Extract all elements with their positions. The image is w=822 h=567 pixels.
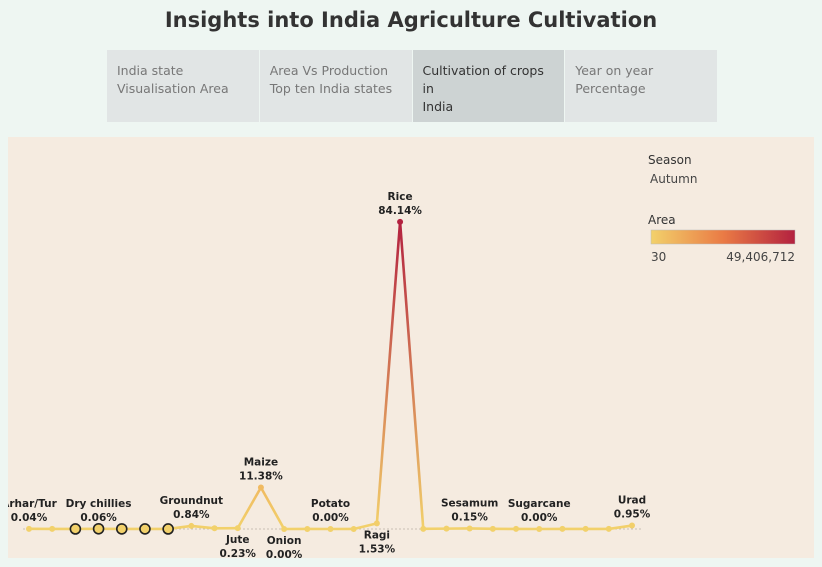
crop-label: Sesamum	[441, 497, 498, 509]
data-point[interactable]	[373, 520, 380, 527]
data-point[interactable]	[420, 525, 427, 532]
data-point[interactable]	[582, 525, 589, 532]
data-point[interactable]	[69, 523, 82, 535]
data-point[interactable]	[281, 526, 288, 532]
tab-state-visualisation-area[interactable]: India state Visualisation Area	[107, 50, 259, 122]
legend-season-title: Season	[648, 153, 692, 167]
data-point[interactable]	[605, 525, 612, 532]
legend-area-min: 30	[651, 250, 666, 264]
tab-label-line2: Visualisation Area	[117, 81, 229, 96]
chart-marks	[23, 218, 642, 535]
tab-label-line1: Cultivation of crops in	[422, 63, 544, 96]
data-point[interactable]	[115, 523, 128, 535]
legend-season-value[interactable]: Autumn	[650, 172, 697, 186]
crop-label: Urad	[618, 495, 646, 507]
crop-label: Ragi	[364, 529, 390, 541]
legend-area-max: 49,406,712	[726, 250, 795, 264]
crop-percentage: 0.15%	[451, 511, 488, 523]
crop-label: Potato	[311, 498, 350, 510]
line-segment	[398, 220, 425, 531]
data-point[interactable]	[327, 526, 334, 532]
tab-cultivation-of-crops[interactable]: Cultivation of crops in India	[412, 50, 565, 122]
crop-label: Maize	[244, 456, 278, 468]
line-segment	[259, 486, 286, 531]
crop-percentage: 1.53%	[359, 543, 396, 555]
data-point[interactable]	[162, 523, 174, 535]
crop-percentage: 0.04%	[11, 512, 48, 524]
data-point[interactable]	[350, 525, 357, 532]
data-point[interactable]	[466, 525, 473, 532]
data-point[interactable]	[49, 525, 56, 532]
tab-label-line2: Percentage	[575, 81, 646, 96]
line-segment	[375, 220, 402, 525]
chart-labels: Arhar/Tur 0.04% Dry chillies 0.06% Groundnut…	[8, 191, 651, 558]
tab-year-on-year[interactable]: Year on year Percentage	[565, 50, 717, 122]
crop-label: Arhar/Tur	[8, 498, 58, 510]
crop-label: Jute	[225, 534, 250, 546]
line-segment	[236, 486, 263, 530]
data-point[interactable]	[234, 525, 241, 532]
legend-color-ramp	[650, 229, 796, 245]
crop-label: Sugarcane	[508, 498, 571, 510]
data-point[interactable]	[26, 525, 32, 532]
crop-label: Onion	[267, 535, 302, 547]
data-point[interactable]	[489, 525, 496, 532]
data-point[interactable]	[211, 525, 218, 532]
crop-percentage: 0.00%	[312, 512, 349, 524]
tab-label-line2: Top ten India states	[269, 81, 393, 96]
legend-area-title: Area	[648, 213, 676, 227]
story-tabs: India state Visualisation Area Area Vs P…	[107, 50, 717, 122]
crop-percentage: 11.38%	[239, 470, 283, 482]
crop-percentage: 0.00%	[521, 512, 558, 524]
crop-percentage: 0.00%	[266, 549, 303, 558]
data-point[interactable]	[559, 525, 566, 532]
line-segment	[190, 524, 216, 530]
dashboard-title: Insights into India Agriculture Cultivat…	[164, 8, 658, 32]
data-point[interactable]	[443, 525, 450, 532]
tab-label-line1: Year on year	[575, 63, 654, 78]
data-point[interactable]	[92, 522, 105, 535]
crop-percentage: 0.06%	[80, 512, 117, 524]
data-point[interactable]	[188, 522, 195, 529]
crop-percentage: 0.84%	[173, 509, 210, 521]
crop-label: Groundnut	[160, 495, 223, 507]
crop-percentage: 0.23%	[220, 548, 257, 558]
line-segment	[352, 522, 379, 531]
tab-label-line1: Area Vs Production	[269, 63, 389, 78]
crop-label: Rice	[388, 191, 413, 203]
crop-label: Dry chillies	[66, 498, 132, 510]
data-point[interactable]	[257, 484, 264, 491]
line-chart: Arhar/Tur 0.04% Dry chillies 0.06% Groundnut…	[8, 153, 796, 558]
crop-percentage: 84.14%	[378, 205, 422, 217]
tab-area-vs-production[interactable]: Area Vs Production Top ten India states	[259, 50, 412, 122]
data-point[interactable]	[139, 523, 151, 535]
data-point[interactable]	[536, 526, 543, 532]
data-point[interactable]	[304, 525, 311, 532]
data-point[interactable]	[629, 522, 635, 529]
data-point[interactable]	[513, 525, 520, 532]
legend: Season Autumn Area 30 49,406,712	[648, 153, 796, 264]
line-segment	[607, 524, 634, 531]
tab-label-line2: India	[422, 99, 454, 114]
chart-panel: Arhar/Tur 0.04% Dry chillies 0.06% Groundnut…	[8, 137, 814, 558]
tab-label-line1: India state	[117, 63, 184, 78]
data-point[interactable]	[397, 218, 404, 225]
crop-percentage: 0.95%	[614, 509, 651, 521]
